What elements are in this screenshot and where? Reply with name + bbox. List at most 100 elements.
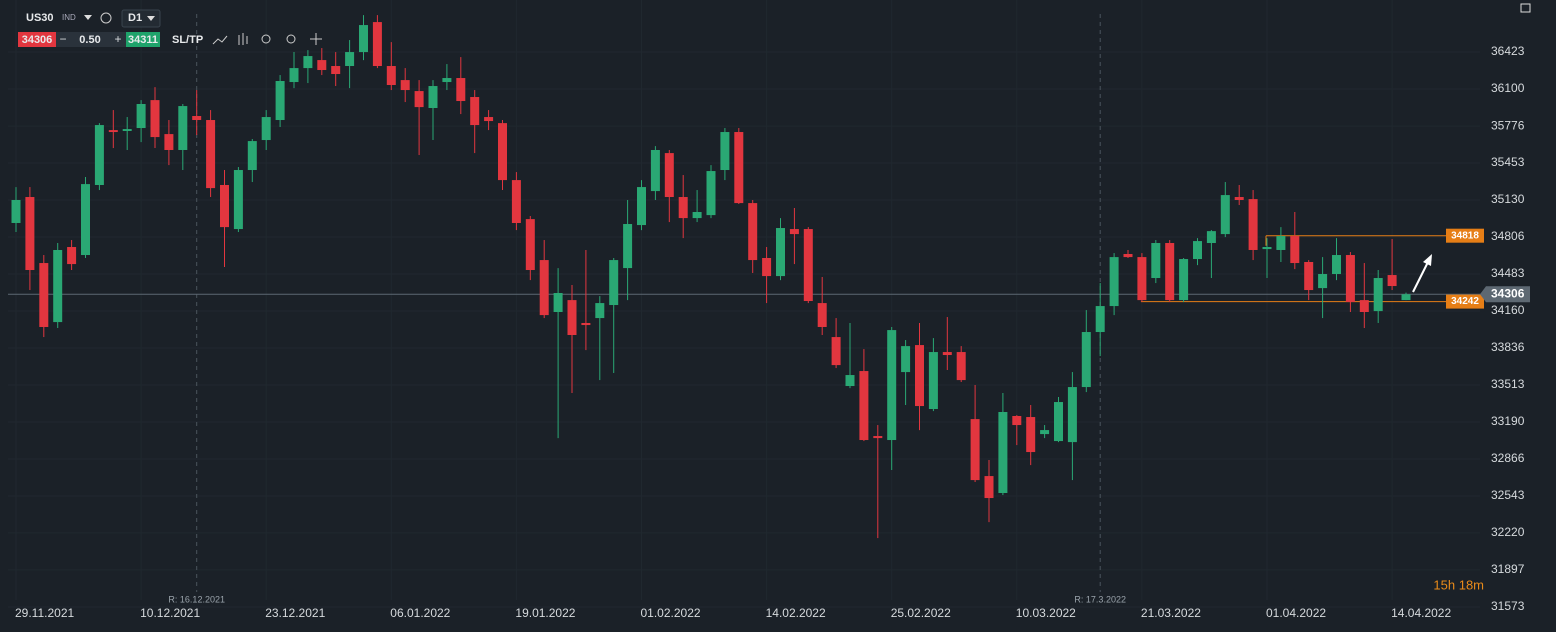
bid[interactable]: 34306 <box>22 34 53 46</box>
sltp[interactable]: SL/TP <box>172 34 203 46</box>
candle-body <box>359 25 368 53</box>
candle-body <box>275 81 285 121</box>
candle-body <box>53 249 63 323</box>
candle-body <box>414 91 424 108</box>
candle-body <box>873 436 883 439</box>
candle-body <box>94 125 104 186</box>
countdown: 15h 18m <box>1433 577 1484 592</box>
level-label: 34242 <box>1451 296 1479 307</box>
candle-body <box>887 330 897 441</box>
bid-box[interactable] <box>18 32 56 47</box>
timeframe-box[interactable] <box>121 9 161 28</box>
candle-body <box>220 185 229 228</box>
marker-label: R: 16.12.2021 <box>168 594 225 604</box>
level-label: 34818 <box>1451 230 1479 241</box>
y-tick-label: 33513 <box>1491 377 1525 391</box>
level-label-box <box>1446 228 1484 243</box>
candle-body <box>734 132 744 204</box>
candle-body <box>845 375 855 387</box>
arrow-head <box>1423 254 1432 266</box>
candle-body <box>25 197 35 271</box>
dropdown-icon[interactable] <box>84 15 92 20</box>
move-tool[interactable] <box>310 33 322 45</box>
candle-body <box>1318 274 1328 289</box>
candle-body <box>164 134 174 150</box>
window-icon[interactable] <box>1520 3 1531 13</box>
candle-body <box>206 120 216 189</box>
candle-body <box>748 203 758 261</box>
candle-body <box>1373 278 1383 312</box>
candle-body <box>1220 195 1230 235</box>
candle-body <box>1234 197 1244 200</box>
timeframe[interactable]: D1 <box>128 12 142 24</box>
candle-body <box>1206 231 1216 244</box>
x-tick-label: 21.03.2022 <box>1141 606 1201 620</box>
candle-body <box>1081 332 1091 388</box>
candle-body <box>525 219 535 271</box>
plus[interactable]: + <box>114 32 121 46</box>
candle-body <box>901 346 911 373</box>
candle-body <box>567 300 577 335</box>
y-tick-label: 35776 <box>1491 118 1525 132</box>
marker-label: R: 17.3.2022 <box>1074 594 1126 604</box>
candle-body <box>831 337 841 366</box>
y-tick-label: 32543 <box>1491 488 1525 502</box>
ask[interactable]: 34311 <box>128 34 158 46</box>
info-icon[interactable] <box>100 12 112 24</box>
y-tick-label: 36100 <box>1491 81 1525 95</box>
candle-body <box>136 104 146 129</box>
candle-body <box>706 171 716 216</box>
candle-body <box>1276 236 1286 250</box>
candle-body <box>1179 259 1189 301</box>
candle-body <box>386 66 396 86</box>
candle-body <box>928 352 938 410</box>
candle-body <box>1248 199 1258 250</box>
candle-body <box>247 141 257 171</box>
dropdown-icon[interactable] <box>147 16 155 21</box>
level-label-box <box>1446 294 1484 309</box>
x-tick-label: 01.04.2022 <box>1266 606 1326 620</box>
candle-body <box>623 224 633 269</box>
candle-body <box>39 263 49 327</box>
candle-body <box>915 345 924 407</box>
line-tool[interactable] <box>212 35 228 45</box>
candle-body <box>192 116 202 121</box>
x-tick-label: 23.12.2021 <box>265 606 325 620</box>
candle-body <box>372 22 382 67</box>
y-tick-label: 32220 <box>1491 525 1525 539</box>
candle-body <box>1165 243 1175 301</box>
candle-body <box>998 411 1008 494</box>
candle-tool[interactable] <box>238 33 248 45</box>
step-box <box>56 32 126 47</box>
candle-body <box>150 100 160 138</box>
y-tick-label: 31897 <box>1491 562 1525 576</box>
candle-body <box>692 212 702 219</box>
candle-body <box>1345 255 1355 303</box>
x-tick-label: 25.02.2022 <box>891 606 951 620</box>
candle-body <box>803 229 813 302</box>
plot: 36423 36100 35776 35453 35130 34806 34483 34160… <box>8 0 1530 620</box>
candle-body <box>1387 275 1397 287</box>
candle-body <box>122 129 132 132</box>
y-tick-label: 34806 <box>1491 229 1525 243</box>
y-tick-label: 32866 <box>1491 451 1525 465</box>
zoom-out[interactable] <box>261 34 271 44</box>
symbol[interactable]: US30 <box>26 12 54 24</box>
zoom-in[interactable] <box>286 34 296 44</box>
candle-body <box>1304 262 1314 291</box>
candle-body <box>1026 417 1036 453</box>
candle-body <box>484 117 494 122</box>
candle-body <box>539 260 549 316</box>
candle-body <box>609 260 619 306</box>
y-tick-label: 34160 <box>1491 303 1525 317</box>
step[interactable]: 0.50 <box>79 34 100 46</box>
market: IND <box>62 13 76 22</box>
ask-box[interactable] <box>126 32 160 47</box>
minus[interactable]: − <box>59 32 66 46</box>
candle-body <box>1151 243 1161 279</box>
candle-body <box>81 184 90 256</box>
candle-body <box>11 199 21 223</box>
candle-body <box>456 78 466 102</box>
